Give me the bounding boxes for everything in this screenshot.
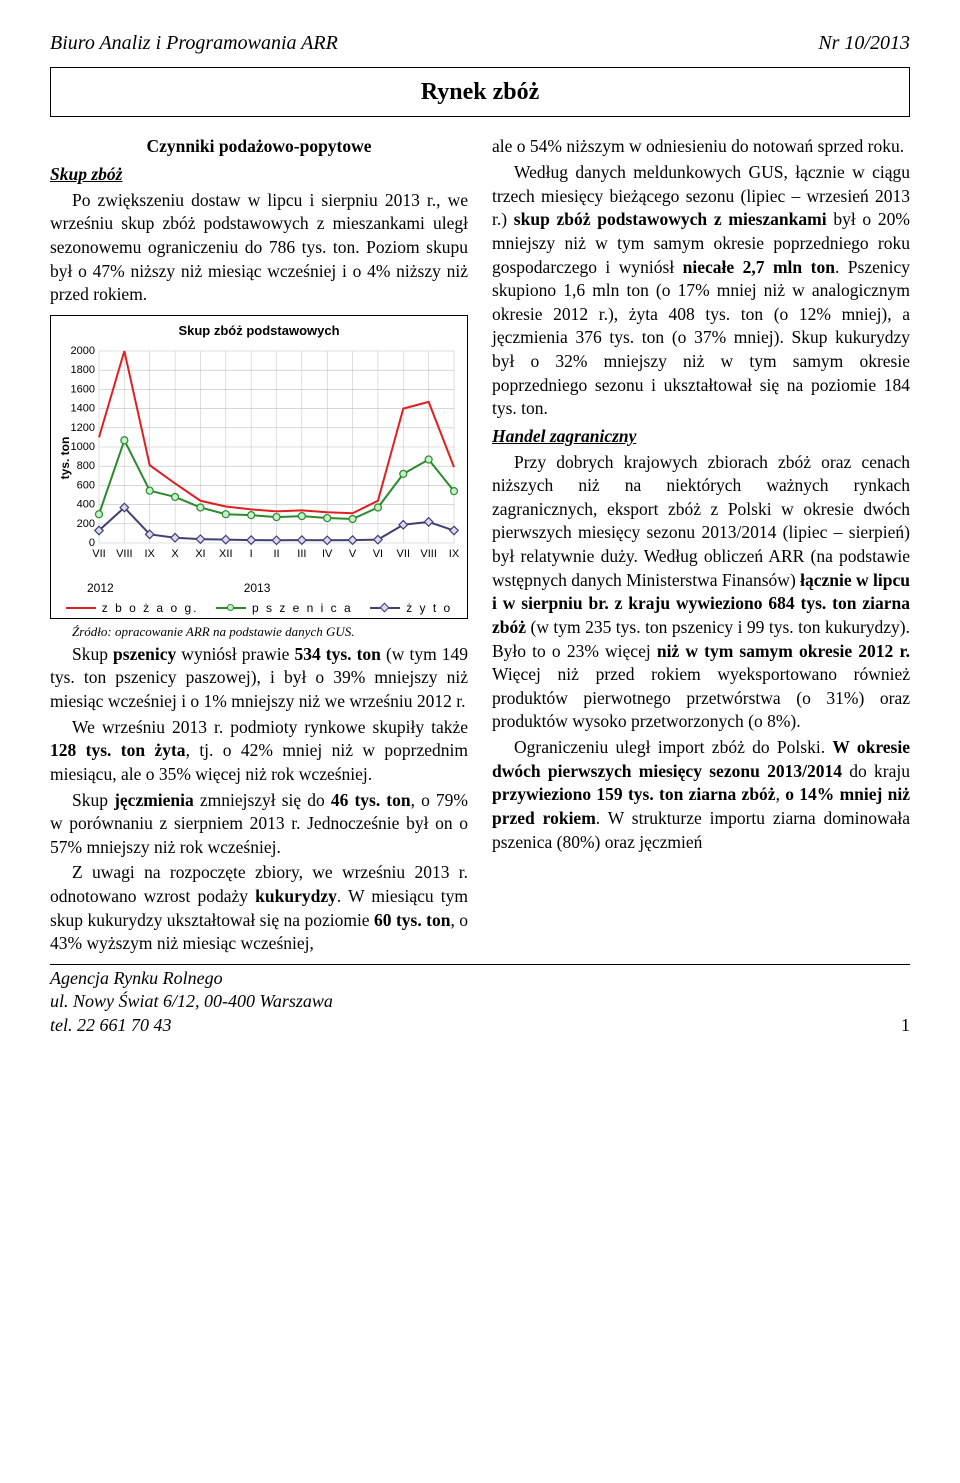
p4b: jęczmienia: [114, 790, 194, 810]
r2d: niecałe 2,7 mln ton: [683, 257, 835, 277]
subheading-handel: Handel zagraniczny: [492, 425, 910, 449]
legend-zyto: ż y t o: [370, 600, 452, 616]
svg-text:1200: 1200: [71, 422, 95, 434]
chart-svg: 0200400600800100012001400160018002000 ty…: [57, 343, 461, 573]
title-box: Rynek zbóż: [50, 67, 910, 117]
chart-legend: z b o ż a o g. p s z e n i c a ż y t o: [57, 600, 461, 616]
svg-text:I: I: [250, 548, 253, 560]
chart-source: Źródło: opracowanie ARR na podstawie dan…: [50, 623, 468, 641]
p2d: 534 tys. ton: [294, 644, 380, 664]
p4a: Skup: [72, 790, 114, 810]
legend-pszenica-label: p s z e n i c a: [252, 600, 353, 616]
legend-zboza: z b o ż a o g.: [66, 600, 199, 616]
doc-title: Rynek zbóż: [51, 76, 909, 108]
svg-text:200: 200: [77, 518, 95, 530]
r-para-1: ale o 54% niższym w odniesieniu do notow…: [492, 135, 910, 159]
svg-text:2000: 2000: [71, 345, 95, 357]
r2e: . Pszenicy skupiono 1,6 mln ton (o 17% m…: [492, 257, 910, 419]
p2c: wyniósł prawie: [176, 644, 294, 664]
footer-page-num: 1: [901, 1013, 910, 1037]
p3b: 128 tys. ton żyta: [50, 740, 186, 760]
svg-text:III: III: [297, 548, 306, 560]
para-4: Skup jęczmienia zmniejszył się do 46 tys…: [50, 789, 468, 860]
subheading-skup: Skup zbóż: [50, 163, 468, 187]
para-1: Po zwiększeniu dostaw w lipcu i sierpniu…: [50, 189, 468, 307]
p2b: pszenicy: [113, 644, 176, 664]
svg-text:IX: IX: [145, 548, 156, 560]
legend-zyto-label: ż y t o: [406, 600, 452, 616]
p4c: zmniejszył się do: [194, 790, 331, 810]
r4c: do kraju: [842, 761, 910, 781]
svg-text:1400: 1400: [71, 403, 95, 415]
svg-text:600: 600: [77, 480, 95, 492]
page-footer: Agencja Rynku Rolnego ul. Nowy Świat 6/1…: [50, 964, 910, 1037]
footer-org: Agencja Rynku Rolnego: [50, 967, 333, 990]
svg-text:X: X: [171, 548, 179, 560]
svg-text:XI: XI: [195, 548, 205, 560]
para-1-text: Po zwiększeniu dostaw w lipcu i sierpniu…: [50, 190, 468, 305]
footer-tel: tel. 22 661 70 43: [50, 1014, 333, 1037]
chart-year-row: 2012 2013: [57, 580, 461, 596]
para-2: Skup pszenicy wyniósł prawie 534 tys. to…: [50, 643, 468, 714]
right-column: ale o 54% niższym w odniesieniu do notow…: [492, 135, 910, 958]
p5d: 60 tys. ton: [374, 910, 450, 930]
p3a: We wrześniu 2013 r. podmioty rynkowe sku…: [72, 717, 468, 737]
svg-text:VI: VI: [373, 548, 383, 560]
body-columns: Czynniki podażowo-popytowe Skup zbóż Po …: [50, 135, 910, 958]
chart-title: Skup zbóż podstawowych: [57, 322, 461, 340]
page-header: Biuro Analiz i Programowania ARR Nr 10/2…: [50, 30, 910, 57]
section-heading: Czynniki podażowo-popytowe: [50, 135, 468, 159]
para-5: Z uwagi na rozpoczęte zbiory, we wrześni…: [50, 861, 468, 956]
chart-year-1: 2012: [87, 580, 114, 596]
p5b: kukurydzy: [255, 886, 337, 906]
footer-addr: ul. Nowy Świat 6/12, 00-400 Warszawa: [50, 990, 333, 1013]
r2b: skup zbóż podstawowych z mieszankami: [514, 209, 827, 229]
header-left: Biuro Analiz i Programowania ARR: [50, 30, 338, 57]
svg-text:1600: 1600: [71, 384, 95, 396]
svg-text:VIII: VIII: [116, 548, 133, 560]
para-3: We wrześniu 2013 r. podmioty rynkowe sku…: [50, 716, 468, 787]
svg-text:800: 800: [77, 461, 95, 473]
legend-zboza-label: z b o ż a o g.: [102, 600, 199, 616]
svg-text:II: II: [273, 548, 279, 560]
chart-box: Skup zbóż podstawowych 02004006008001000…: [50, 315, 468, 620]
p4d: 46 tys. ton: [331, 790, 411, 810]
p2a: Skup: [72, 644, 113, 664]
header-right: Nr 10/2013: [818, 30, 910, 57]
svg-text:XII: XII: [219, 548, 232, 560]
legend-pszenica: p s z e n i c a: [216, 600, 353, 616]
svg-text:IV: IV: [322, 548, 333, 560]
svg-text:VII: VII: [92, 548, 105, 560]
r3e: Więcej niż przed rokiem wyeksportowano r…: [492, 664, 910, 731]
svg-text:400: 400: [77, 499, 95, 511]
r4d: przywieziono 159 tys. ton ziarna zbóż: [492, 784, 776, 804]
y-axis-label: tys. ton: [58, 437, 72, 480]
r4a: Ograniczeniu uległ import zbóż do Polski…: [514, 737, 832, 757]
svg-text:IX: IX: [449, 548, 460, 560]
r3d: niż w tym samym okresie 2012 r.: [657, 641, 910, 661]
svg-text:VIII: VIII: [420, 548, 437, 560]
left-column: Czynniki podażowo-popytowe Skup zbóż Po …: [50, 135, 468, 958]
r-para-3: Przy dobrych krajowych zbiorach zbóż ora…: [492, 451, 910, 735]
footer-left: Agencja Rynku Rolnego ul. Nowy Świat 6/1…: [50, 967, 333, 1037]
svg-text:VII: VII: [397, 548, 410, 560]
r-para-4: Ograniczeniu uległ import zbóż do Polski…: [492, 736, 910, 854]
chart-year-2: 2013: [244, 580, 271, 596]
svg-text:1000: 1000: [71, 441, 95, 453]
svg-text:1800: 1800: [71, 365, 95, 377]
r-para-2: Według danych meldunkowych GUS, łącznie …: [492, 161, 910, 421]
svg-text:V: V: [349, 548, 357, 560]
r4e: ,: [776, 784, 786, 804]
